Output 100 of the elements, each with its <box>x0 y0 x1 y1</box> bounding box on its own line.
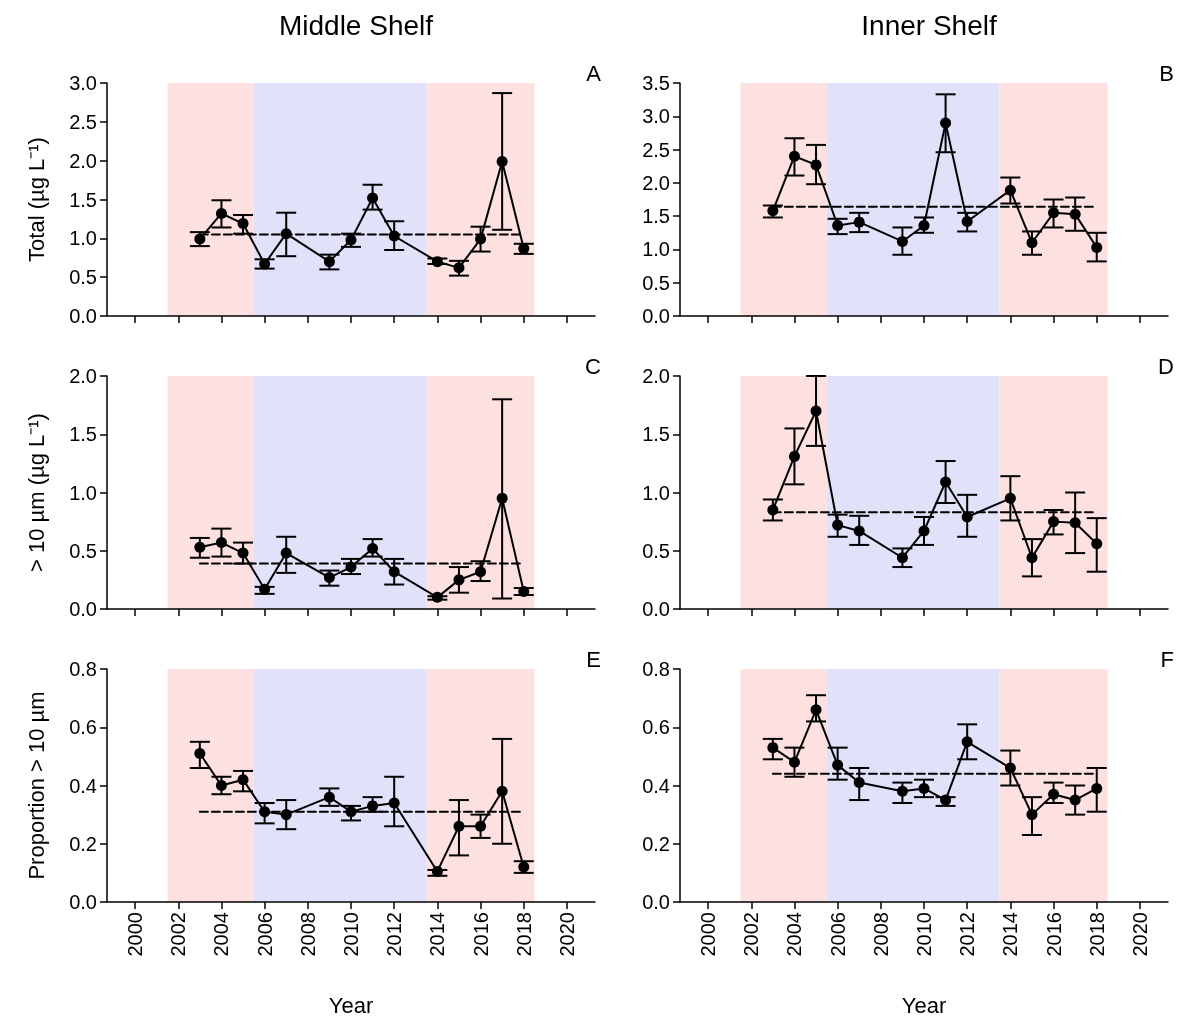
point <box>518 861 530 873</box>
point <box>280 547 292 559</box>
y-axis-title: Proportion > 10 µm <box>23 691 49 880</box>
x-tick-label: 2018 <box>512 912 535 957</box>
point <box>237 218 249 230</box>
point <box>237 547 249 559</box>
point <box>388 230 400 242</box>
x-tick-label: 2010 <box>913 912 935 957</box>
point <box>1004 762 1016 774</box>
y-tick-label: 2.5 <box>69 110 97 133</box>
chart-title: Middle Shelf <box>278 9 434 41</box>
y-tick-label: 0.0 <box>642 598 670 620</box>
point <box>1004 492 1016 504</box>
annotation: B <box>1159 60 1174 86</box>
point <box>810 704 822 716</box>
point <box>896 552 908 564</box>
point <box>496 492 508 504</box>
point <box>453 262 465 274</box>
y-tick-label: 0.8 <box>642 658 670 680</box>
y-tick-label: 0.2 <box>69 832 97 855</box>
x-tick-label: 2004 <box>783 912 806 957</box>
point <box>215 207 227 219</box>
x-tick-label: 2014 <box>999 912 1022 957</box>
point <box>896 235 908 247</box>
point <box>767 742 779 754</box>
y-tick-label: 2.5 <box>642 138 670 161</box>
point <box>961 511 973 523</box>
point <box>810 405 822 417</box>
annotation: F <box>1160 646 1174 672</box>
point <box>940 117 952 129</box>
point <box>1004 184 1016 196</box>
y-axis-title: > 10 µm (µg L⁻¹) <box>23 413 49 572</box>
x-tick-label: 2018 <box>1085 912 1108 957</box>
point <box>496 785 508 797</box>
point <box>453 820 465 832</box>
point <box>1026 237 1038 249</box>
point <box>388 566 400 578</box>
point <box>1069 517 1081 529</box>
point <box>1091 782 1103 794</box>
point <box>259 258 271 270</box>
point <box>215 780 227 791</box>
point <box>832 519 844 531</box>
point <box>518 586 530 598</box>
y-tick-label: 3.5 <box>642 72 670 94</box>
x-axis-title: Year <box>901 992 947 1018</box>
annotation: C <box>585 353 602 379</box>
point <box>259 806 271 818</box>
y-tick-label: 0.5 <box>69 539 97 562</box>
y-tick-label: 0.5 <box>69 266 97 289</box>
y-tick-label: 1.0 <box>642 481 670 504</box>
y-tick-label: 3.0 <box>69 72 97 94</box>
x-tick-label: 2004 <box>210 912 233 957</box>
x-tick-label: 2008 <box>869 912 892 957</box>
x-tick-label: 2020 <box>1128 912 1151 957</box>
x-tick-label: 2010 <box>340 912 362 957</box>
x-tick-label: 2020 <box>555 912 578 957</box>
y-tick-label: 2.0 <box>642 171 670 194</box>
annotation: E <box>586 646 601 672</box>
point <box>215 537 227 549</box>
point <box>788 450 800 462</box>
x-tick-label: 2006 <box>826 912 849 957</box>
point <box>832 759 844 771</box>
y-tick-label: 1.5 <box>642 205 670 228</box>
y-tick-label: 1.0 <box>69 481 97 504</box>
x-tick-label: 2016 <box>469 912 492 957</box>
y-axis-title: Total (µg L⁻¹) <box>23 137 49 262</box>
y-tick-label: 0.0 <box>69 891 97 913</box>
point <box>194 747 206 759</box>
point <box>767 205 779 217</box>
point <box>475 566 487 578</box>
point <box>767 504 779 516</box>
point <box>832 219 844 231</box>
y-tick-label: 0.4 <box>69 774 97 797</box>
point <box>961 736 973 748</box>
point <box>961 215 973 227</box>
y-tick-label: 0.8 <box>69 658 97 680</box>
point <box>388 797 400 809</box>
y-tick-label: 1.5 <box>69 423 97 446</box>
x-tick-label: 2016 <box>1042 912 1065 957</box>
x-tick-label: 2008 <box>296 912 319 957</box>
y-tick-label: 0.5 <box>642 539 670 562</box>
point <box>918 219 930 231</box>
point <box>853 216 865 228</box>
point <box>918 525 930 537</box>
point <box>453 574 465 586</box>
point <box>940 476 952 488</box>
point <box>323 791 335 803</box>
point <box>345 561 357 573</box>
point <box>1048 788 1060 800</box>
point <box>1069 208 1081 220</box>
point <box>918 782 930 794</box>
point <box>1091 538 1103 550</box>
y-tick-label: 1.0 <box>642 238 670 261</box>
point <box>345 234 357 246</box>
point <box>431 256 443 268</box>
y-tick-label: 0.6 <box>642 716 670 739</box>
point <box>1026 552 1038 564</box>
point <box>496 155 508 167</box>
y-tick-label: 1.5 <box>69 188 97 211</box>
point <box>431 865 443 877</box>
